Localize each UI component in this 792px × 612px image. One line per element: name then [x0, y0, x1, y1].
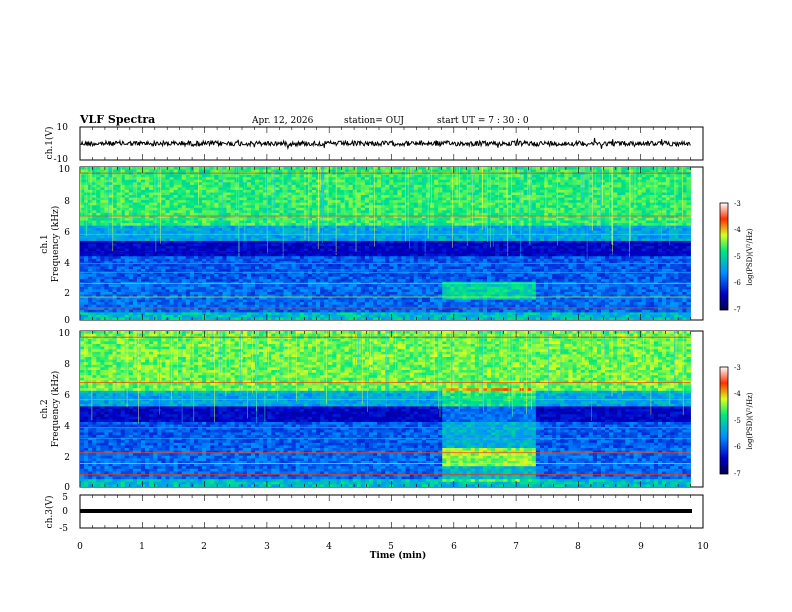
- ch1-freq-ticks: 0 2 4 6 8 10: [59, 165, 71, 326]
- ch3-waveform-ylabel: ch.3(V): [44, 496, 55, 529]
- ch1-spec-ylabel-ch: ch.1: [40, 234, 50, 253]
- ch2-freq-tick: 2: [64, 453, 70, 463]
- ch1-waveform-ylabel: ch.1(V): [44, 127, 55, 160]
- time-tick-10: 10: [697, 542, 709, 552]
- ch3-waveform-trace: [80, 509, 692, 513]
- ch1-cb-tick: -5: [734, 253, 741, 261]
- ch2-colorbar-gradient: [719, 366, 729, 475]
- ch1-spectrogram-panel: 0 2 4 6 8 10 ch.1 Frequency (kHz) -3 -4 …: [40, 165, 754, 326]
- ch2-spec-ylabel-ch: ch.2: [40, 399, 50, 418]
- start-time-label: start UT = 7 : 30 : 0: [437, 116, 529, 126]
- ch2-spectrogram-image: [80, 331, 691, 487]
- date-label: Apr. 12, 2026: [251, 116, 314, 126]
- ch2-cb-tick: -6: [734, 443, 741, 451]
- ch3-tick-mid: 0: [62, 507, 68, 517]
- ch1-spec-ylabel-freq: Frequency (kHz): [50, 206, 61, 283]
- ch2-spec-ylabel-freq: Frequency (kHz): [50, 371, 61, 448]
- time-tick-0: 0: [77, 542, 83, 552]
- ch1-cb-tick: -6: [734, 279, 741, 287]
- ch2-freq-tick: 8: [64, 360, 70, 370]
- time-tick-8: 8: [575, 542, 581, 552]
- ch1-colorbar-label: log(PSD)(V²/Hz): [746, 228, 754, 285]
- ch3-waveform-panel: 5 0 -5 ch.3(V): [44, 493, 704, 534]
- ch1-freq-tick: 0: [64, 316, 70, 326]
- ch1-cb-tick: -4: [734, 226, 741, 234]
- ch1-colorbar-gradient: [719, 202, 729, 311]
- station-label: station= OUJ: [344, 116, 404, 126]
- ch2-freq-tick: 0: [64, 483, 70, 493]
- time-tick-4: 4: [326, 542, 332, 552]
- time-axis-label: Time (min): [370, 550, 427, 561]
- ch1-freq-tick: 4: [64, 259, 70, 269]
- ch2-cb-tick: -3: [734, 364, 741, 372]
- ch2-cb-tick: -7: [734, 470, 741, 478]
- time-tick-9: 9: [638, 542, 644, 552]
- time-tick-3: 3: [264, 542, 270, 552]
- ch1-colorbar: -3 -4 -5 -6 -7 log(PSD)(V²/Hz): [719, 200, 754, 314]
- ch2-spectrogram-panel: 0 2 4 6 8 10 ch.2 Frequency (kHz) -3 -4 …: [40, 329, 754, 493]
- ch1-spectrogram-image: [80, 167, 691, 320]
- ch3-tick-bottom: -5: [59, 524, 68, 534]
- ch2-cb-tick: -4: [734, 390, 741, 398]
- time-tick-2: 2: [201, 542, 207, 552]
- time-tick-1: 1: [139, 542, 145, 552]
- ch1-tick-bottom: -10: [54, 155, 69, 165]
- ch1-waveform-trace: [79, 137, 691, 150]
- ch2-colorbar: -3 -4 -5 -6 -7 log(PSD)(V²/Hz): [719, 364, 754, 478]
- ch2-freq-tick: 10: [59, 329, 71, 339]
- ch1-tick-top: 10: [57, 123, 69, 133]
- time-tick-6: 6: [451, 542, 457, 552]
- ch2-freq-tick: 6: [64, 391, 70, 401]
- ch1-freq-tick: 10: [59, 165, 71, 175]
- time-tick-5: 5: [388, 542, 394, 552]
- ch2-cb-tick: -5: [734, 417, 741, 425]
- time-axis-labels: 0 1 2 3 4 5 6 7 8 9 10 Time (min): [77, 542, 709, 561]
- ch1-freq-tick: 6: [64, 228, 70, 238]
- ch2-colorbar-label: log(PSD)(V²/Hz): [746, 392, 754, 449]
- ch1-freq-tick: 2: [64, 289, 70, 299]
- ch3-tick-top: 5: [62, 493, 68, 503]
- ch1-freq-tick: 8: [64, 197, 70, 207]
- ch1-cb-tick: -7: [734, 306, 741, 314]
- figure-title: VLF Spectra: [79, 113, 155, 126]
- time-axis-ticks: [79, 127, 704, 528]
- ch2-freq-tick: 4: [64, 422, 70, 432]
- ch2-freq-ticks: 0 2 4 6 8 10: [59, 329, 71, 493]
- ch1-waveform-panel: 10 -10 ch.1(V): [44, 123, 704, 165]
- ch1-cb-tick: -3: [734, 200, 741, 208]
- time-tick-7: 7: [513, 542, 519, 552]
